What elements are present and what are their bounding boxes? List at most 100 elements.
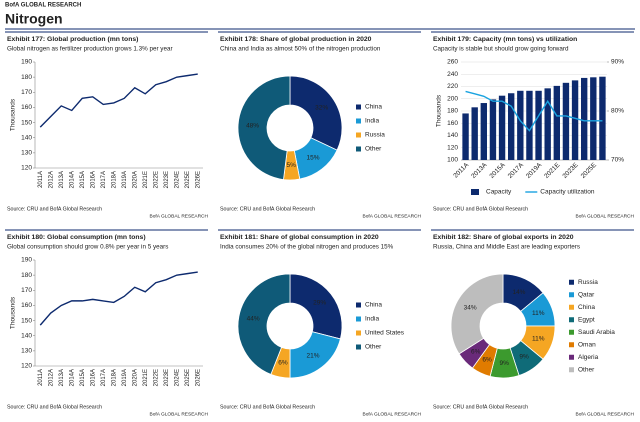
data-line — [465, 90, 603, 132]
value-label: 9% — [519, 354, 529, 361]
legend-label: Other — [578, 366, 595, 373]
y-tick-label: 130 — [21, 348, 32, 355]
x-tick-label: 2023E — [164, 171, 170, 188]
bar — [571, 80, 579, 160]
source: Source: CRU and BofA Global Research — [7, 206, 102, 212]
x-tick-label: 2024E — [174, 171, 180, 188]
x-tick-label: 2011A — [452, 161, 470, 179]
bar — [517, 90, 524, 160]
x-tick-label: 2012A — [48, 171, 54, 188]
y-tick-label: 150 — [21, 119, 32, 126]
y-tick-label: 180 — [447, 108, 458, 115]
legend-label: China — [365, 302, 382, 309]
value-label: 21% — [306, 352, 319, 359]
source: Source: CRU and BofA Global Research — [220, 404, 315, 410]
exhibit-title: Exhibit 179: Capacity (mn tons) vs utili… — [433, 36, 577, 43]
value-label: 48% — [246, 122, 259, 129]
bar — [480, 103, 488, 160]
exhibit-subtitle: Global consumption should grow 0.8% per … — [7, 244, 168, 251]
x-tick-label: 2026E — [195, 171, 201, 188]
x-tick-label: 2017A — [101, 171, 107, 188]
y2-tick-label: 70% — [611, 157, 624, 164]
exhibit-title: Exhibit 181: Share of global consumption… — [220, 234, 379, 241]
donut-slice — [237, 75, 291, 181]
bar — [544, 88, 551, 160]
exhibit-subtitle: Global nitrogen as fertilizer production… — [7, 46, 173, 53]
source: Source: CRU and BofA Global Research — [433, 206, 528, 212]
x-tick-label: 2017A — [507, 161, 526, 180]
footer: BofA GLOBAL RESEARCH — [363, 213, 422, 219]
y-tick-label: 100 — [447, 157, 458, 164]
x-tick-label: 2015A — [488, 161, 507, 180]
y-tick-label: 180 — [21, 74, 32, 81]
y-tick-label: 220 — [447, 83, 458, 90]
bar — [562, 82, 570, 160]
legend-swatch — [356, 344, 361, 350]
footer: BofA GLOBAL RESEARCH — [576, 411, 635, 417]
x-tick-label: 2019A — [122, 171, 128, 188]
legend-label: Other — [365, 344, 382, 351]
value-label: 34% — [464, 305, 477, 312]
y-tick-label: 140 — [447, 132, 458, 139]
value-label: 6% — [278, 360, 288, 367]
legend-label: Oman — [578, 341, 596, 348]
footer: BofA GLOBAL RESEARCH — [150, 411, 209, 417]
exhibit-subtitle: Capacity is stable but should grow going… — [433, 46, 569, 53]
data-line — [39, 73, 198, 128]
legend-label: United States — [365, 330, 405, 337]
y-tick-label: 160 — [447, 120, 458, 127]
value-label: 32% — [315, 105, 328, 112]
y2-tick-label: 90% — [611, 59, 624, 66]
y-tick-label: 130 — [21, 150, 32, 157]
x-tick-label: 2019A — [525, 161, 544, 180]
source: Source: CRU and BofA Global Research — [7, 404, 102, 410]
bar — [498, 95, 506, 160]
y-tick-label: 190 — [21, 257, 32, 264]
footer: BofA GLOBAL RESEARCH — [363, 411, 422, 417]
x-tick-label: 2025E — [580, 161, 599, 180]
legend-swatch — [569, 292, 574, 298]
exhibit-subtitle: China and India as almost 50% of the nit… — [220, 46, 381, 53]
legend-swatch — [569, 329, 574, 335]
y-axis-label: Thousands — [10, 296, 17, 329]
bar — [553, 85, 561, 160]
y-tick-label: 140 — [21, 134, 32, 141]
x-tick-label: 2024E — [174, 369, 180, 386]
legend-swatch — [356, 302, 361, 308]
y-tick-label: 240 — [447, 71, 458, 78]
bar — [462, 113, 469, 160]
value-label: 44% — [247, 316, 260, 323]
value-label: 29% — [313, 300, 326, 307]
x-tick-label: 2022E — [153, 171, 159, 188]
y-tick-label: 160 — [21, 104, 32, 111]
x-tick-label: 2021E — [143, 369, 149, 386]
x-tick-label: 2020A — [132, 369, 138, 386]
x-tick-label: 2013A — [59, 171, 65, 188]
legend-swatch — [356, 146, 361, 152]
value-label: 14% — [512, 289, 525, 296]
exhibit-title: Exhibit 178: Share of global production … — [220, 36, 372, 43]
exhibit-subtitle: Russia, China and Middle East are leadin… — [433, 244, 580, 251]
exhibit-subtitle: India consumes 20% of the global nitroge… — [220, 244, 394, 251]
legend-swatch — [356, 104, 361, 110]
legend-swatch — [471, 189, 479, 195]
x-tick-label: 2011A — [38, 369, 44, 386]
y-tick-label: 150 — [21, 317, 32, 324]
donut-slice — [237, 273, 291, 375]
y-axis-label: Thousands — [10, 98, 17, 131]
legend-label: Other — [365, 146, 382, 153]
x-tick-label: 2015A — [80, 369, 86, 386]
value-label: 15% — [306, 154, 319, 161]
bar — [599, 76, 606, 160]
data-line — [39, 271, 198, 326]
legend-label: India — [365, 316, 379, 323]
legend-label: China — [365, 104, 382, 111]
y-tick-label: 140 — [21, 332, 32, 339]
x-tick-label: 2025E — [185, 369, 191, 386]
x-tick-label: 2019A — [122, 369, 128, 386]
legend-swatch — [569, 367, 574, 373]
y-tick-label: 180 — [21, 272, 32, 279]
value-label: 9% — [499, 360, 509, 367]
donut-slice — [289, 75, 343, 151]
legend-swatch — [569, 354, 574, 360]
